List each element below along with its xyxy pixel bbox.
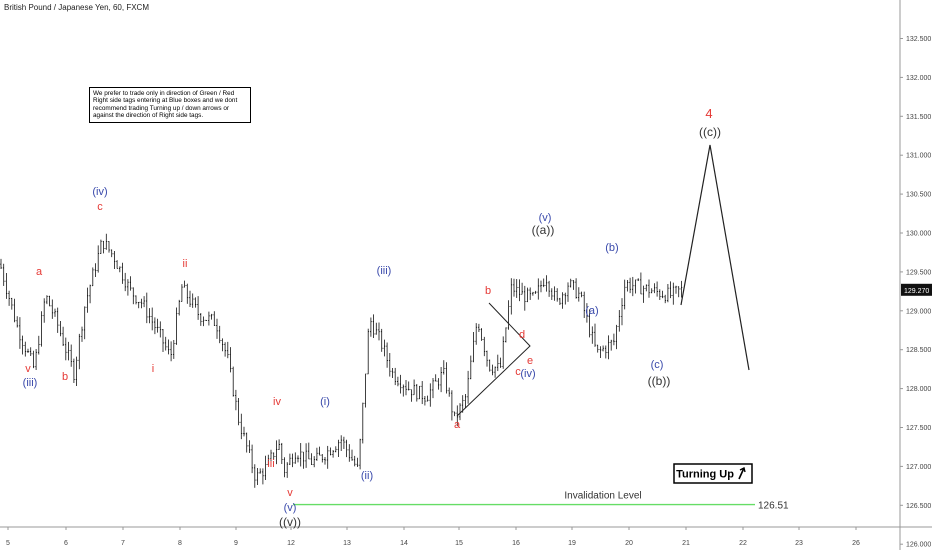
wave-label: iv <box>273 396 281 408</box>
wave-label: b <box>485 285 491 297</box>
wave-label: e <box>527 355 533 367</box>
wave-label: iii <box>267 458 274 470</box>
y-tick-label: 130.500 <box>906 192 931 199</box>
turning-up-arrowhead-icon <box>739 466 746 473</box>
wave-label: (ii) <box>361 470 373 482</box>
wave-label: ((b)) <box>648 374 671 388</box>
y-tick-label: 130.000 <box>906 231 931 238</box>
y-tick-label: 132.000 <box>906 75 931 82</box>
projection-path <box>680 144 750 371</box>
x-tick-label: 26 <box>852 540 860 547</box>
x-tick-label: 19 <box>568 540 576 547</box>
wave-label: ((c)) <box>699 125 721 139</box>
x-tick-label: 23 <box>795 540 803 547</box>
x-tick-label: 16 <box>512 540 520 547</box>
x-tick-label: 7 <box>121 540 125 547</box>
x-tick-label: 8 <box>178 540 182 547</box>
x-tick-label: 6 <box>64 540 68 547</box>
turning-up-label: Turning Up <box>676 469 734 481</box>
y-tick-label: 128.500 <box>906 347 931 354</box>
wave-label: (v) <box>539 212 552 224</box>
wave-label: i <box>152 363 154 375</box>
y-tick-label: 126.500 <box>906 503 931 510</box>
wave-label: c <box>515 366 521 378</box>
wave-label: ((v)) <box>279 515 301 529</box>
y-tick-label: 128.000 <box>906 386 931 393</box>
wave-label: (iii) <box>23 377 38 389</box>
wave-label: a <box>454 419 461 431</box>
x-tick-label: 22 <box>739 540 747 547</box>
wave-label: v <box>25 363 31 375</box>
wave-label: a <box>36 266 43 278</box>
invalidation-value: 126.51 <box>758 501 789 512</box>
wave-label: ((a)) <box>532 223 555 237</box>
y-tick-label: 126.000 <box>906 542 931 549</box>
invalidation-label: Invalidation Level <box>564 491 641 502</box>
y-tick-label: 131.000 <box>906 153 931 160</box>
wave-label: (a) <box>585 305 598 317</box>
wave-label: d <box>519 329 525 341</box>
price-now-label: 129.270 <box>904 288 929 295</box>
y-tick-label: 127.000 <box>906 464 931 471</box>
y-tick-label: 129.500 <box>906 269 931 276</box>
symbol-title: British Pound / Japanese Yen, 60, FXCM <box>4 3 149 12</box>
wave-label: (i) <box>320 396 330 408</box>
wave-label: (iv) <box>520 368 535 380</box>
wave-label: 4 <box>705 106 712 121</box>
x-tick-label: 20 <box>625 540 633 547</box>
x-tick-label: 21 <box>682 540 690 547</box>
wave-label: (b) <box>605 242 618 254</box>
x-tick-label: 13 <box>343 540 351 547</box>
wave-label: (iv) <box>92 186 107 198</box>
y-tick-label: 131.500 <box>906 114 931 121</box>
x-tick-label: 12 <box>287 540 295 547</box>
y-tick-label: 129.000 <box>906 308 931 315</box>
y-tick-label: 127.500 <box>906 425 931 432</box>
turning-up-box <box>673 463 753 484</box>
trading-note: We prefer to trade only in direction of … <box>89 87 251 123</box>
turning-up-arrow-icon <box>738 467 745 480</box>
y-tick-label: 132.500 <box>906 36 931 43</box>
wave-label: (c) <box>651 359 664 371</box>
wave-label: (iii) <box>377 265 392 277</box>
wave-label: v <box>287 487 293 499</box>
wave-label: (v) <box>284 502 297 514</box>
x-tick-label: 15 <box>455 540 463 547</box>
x-tick-label: 5 <box>6 540 10 547</box>
price-now-tag <box>901 283 932 296</box>
x-tick-label: 9 <box>234 540 238 547</box>
triangle-lines <box>456 302 531 417</box>
wave-label: b <box>62 371 68 383</box>
wave-label: ii <box>183 258 188 270</box>
wave-label: c <box>97 201 103 213</box>
x-tick-label: 14 <box>400 540 408 547</box>
